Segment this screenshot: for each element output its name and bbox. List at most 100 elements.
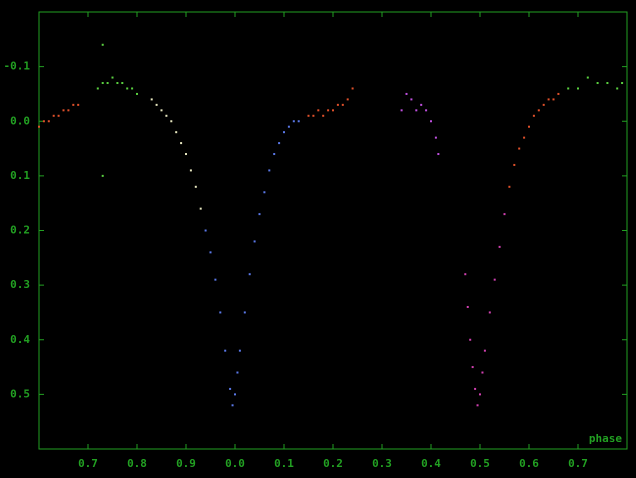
data-point — [483, 349, 486, 352]
data-point — [616, 87, 619, 90]
y-tick-label: 0.4 — [10, 333, 30, 346]
data-point — [185, 153, 187, 156]
data-point — [425, 109, 428, 112]
data-point — [136, 92, 138, 95]
data-point — [42, 120, 45, 123]
x-tick-label: 0.8 — [127, 457, 147, 470]
data-point — [248, 273, 251, 276]
x-tick-label: 0.7 — [568, 457, 588, 470]
data-point — [199, 207, 202, 210]
data-point — [150, 98, 153, 101]
data-point — [101, 174, 104, 177]
data-point — [214, 278, 217, 281]
x-tick-label: 0.0 — [225, 457, 245, 470]
data-point — [567, 87, 570, 90]
data-point — [542, 103, 545, 106]
data-point — [175, 131, 178, 134]
data-point — [106, 82, 109, 85]
y-tick-label: -0.1 — [4, 60, 31, 73]
data-point — [38, 125, 40, 128]
data-point — [503, 213, 506, 216]
data-point — [47, 120, 50, 123]
data-point — [410, 98, 413, 101]
data-point — [268, 169, 271, 172]
data-point — [52, 114, 55, 117]
data-point — [297, 120, 300, 123]
data-point — [204, 229, 207, 232]
data-point — [434, 136, 437, 139]
data-point — [528, 125, 530, 128]
data-point — [479, 393, 481, 396]
data-point — [96, 87, 99, 90]
data-point — [224, 349, 227, 352]
data-point — [552, 98, 555, 101]
data-point — [547, 98, 550, 101]
data-point — [498, 245, 501, 248]
data-point — [180, 142, 183, 145]
data-point — [234, 393, 236, 396]
data-point — [471, 366, 474, 369]
data-point — [322, 114, 325, 117]
data-point — [621, 82, 624, 85]
data-point — [606, 82, 609, 85]
data-point — [236, 371, 239, 374]
data-point — [420, 103, 423, 106]
data-point — [312, 114, 315, 117]
data-point — [273, 153, 276, 156]
data-point — [131, 87, 134, 90]
data-point — [346, 98, 349, 101]
data-point — [253, 240, 256, 243]
y-tick-label: 0.3 — [10, 278, 30, 291]
data-point — [577, 87, 579, 90]
data-point — [219, 311, 222, 314]
data-point — [437, 153, 440, 156]
data-point — [111, 76, 114, 79]
data-point — [405, 92, 408, 95]
data-point — [336, 103, 339, 106]
data-point — [160, 109, 163, 112]
data-point — [126, 87, 129, 90]
x-tick-label: 0.6 — [519, 457, 539, 470]
data-point — [513, 163, 516, 166]
data-point — [466, 305, 469, 308]
data-point — [351, 87, 354, 90]
data-point — [400, 109, 403, 112]
data-point — [307, 114, 310, 117]
x-tick-label: 0.4 — [421, 457, 441, 470]
data-point — [341, 103, 344, 106]
data-point — [189, 169, 192, 172]
data-point — [67, 109, 70, 112]
data-point — [430, 120, 432, 123]
data-point — [493, 278, 496, 281]
y-tick-label: 0.0 — [10, 114, 30, 127]
data-point — [469, 338, 472, 341]
data-point — [596, 82, 599, 85]
data-point — [532, 114, 535, 117]
data-point — [116, 82, 119, 85]
data-point — [101, 43, 104, 46]
data-point — [476, 404, 479, 407]
data-point — [488, 311, 491, 314]
data-point — [287, 125, 290, 128]
data-point — [481, 371, 484, 374]
data-point — [537, 109, 540, 112]
y-tick-label: 0.1 — [10, 169, 30, 182]
data-point — [586, 76, 589, 79]
x-tick-label: 0.5 — [470, 457, 490, 470]
data-point — [508, 185, 511, 188]
data-point — [258, 213, 261, 216]
data-point — [283, 131, 285, 134]
data-point — [72, 103, 75, 106]
data-point — [165, 114, 168, 117]
x-tick-label: 0.3 — [372, 457, 392, 470]
data-point — [415, 109, 418, 112]
data-point — [62, 109, 65, 112]
data-point — [194, 185, 197, 188]
data-point — [523, 136, 526, 139]
data-point — [243, 311, 246, 314]
data-point — [263, 191, 266, 194]
data-point — [518, 147, 521, 150]
data-point — [209, 251, 212, 254]
